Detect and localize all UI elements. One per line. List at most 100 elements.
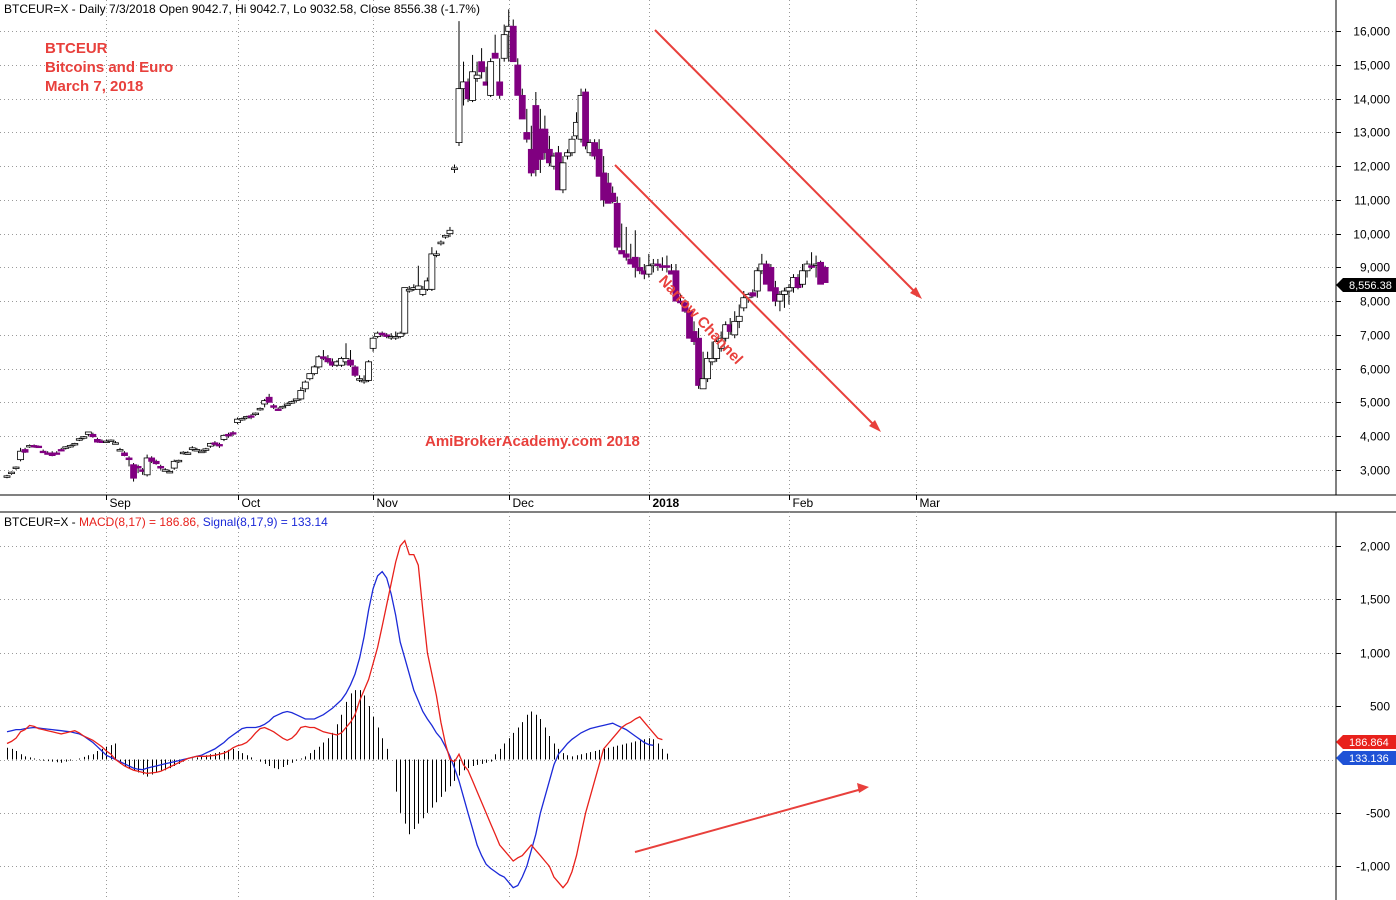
candle-body: [808, 265, 815, 268]
candle-body: [618, 250, 626, 255]
candle-body: [419, 288, 427, 295]
candle-body: [609, 192, 617, 203]
channel-upper-arrowhead: [910, 287, 922, 299]
price-y-tick-label: 3,000: [1360, 464, 1390, 478]
price-y-tick-label: 7,000: [1360, 329, 1390, 343]
candle-body: [130, 464, 137, 479]
candle-body: [53, 452, 61, 455]
macd-y-ticks: -1,000 -500 500 1,000 1,500 2,000: [1336, 540, 1390, 874]
candle-body: [21, 449, 29, 453]
candle-body: [731, 320, 739, 336]
price-panel: 3,000 4,000 5,000 6,000 7,000 8,000 9,000 10,00…: [0, 0, 1396, 510]
price-y-tick-label: 4,000: [1360, 430, 1390, 444]
candle-body: [256, 407, 264, 411]
candle-body: [80, 436, 88, 439]
candle-body: [663, 265, 671, 268]
x-tick-label: Feb: [793, 496, 814, 510]
candle-body: [442, 234, 449, 238]
candle-body: [690, 331, 698, 342]
candle-body: [274, 408, 282, 411]
candle-body: [401, 287, 409, 334]
candle-body: [220, 434, 228, 440]
candle-body: [175, 459, 183, 463]
candle-body: [75, 438, 83, 441]
price-y-tick-label: 15,000: [1353, 59, 1390, 73]
candle-body: [396, 332, 404, 337]
macd-y-tick-label: 1,500: [1360, 593, 1390, 607]
divergence-arrowhead: [857, 783, 869, 793]
candle-body: [125, 457, 133, 461]
macd-header: BTCEUR=X - MACD(8,17) = 186.86, Signal(8…: [4, 515, 328, 529]
macd-histogram: [7, 690, 668, 835]
candle-body: [672, 270, 680, 302]
macd-value-label: 186.864: [1349, 737, 1389, 749]
candle-body: [297, 390, 305, 400]
candle-body: [432, 253, 440, 256]
candle-body: [478, 61, 486, 73]
candle-body: [473, 74, 481, 79]
macd-header-signal: Signal(8,17,9) = 133.14: [203, 515, 328, 529]
x-tick-label: Sep: [110, 496, 132, 510]
candle-body: [767, 266, 775, 292]
macd-y-tick-label: 1,000: [1360, 647, 1390, 661]
candle-body: [170, 460, 178, 469]
x-tick-label: Mar: [920, 496, 941, 510]
candle-body: [378, 332, 386, 336]
candle-body: [197, 450, 205, 454]
price-x-ticks: Sep Oct Nov Dec 2018 Feb Mar: [106, 495, 941, 510]
candle-body: [193, 449, 201, 452]
candle-body: [708, 358, 716, 363]
candle-body: [622, 253, 630, 258]
candle-body: [437, 241, 445, 245]
last-price-tag: [1336, 278, 1396, 292]
candle-body: [306, 373, 314, 380]
candle-body: [315, 356, 323, 368]
candlestick-series: [3, 9, 829, 482]
signal-value-label: 133.136: [1349, 753, 1389, 765]
macd-y-tick-label: -1,000: [1356, 860, 1390, 874]
last-price-label: 8,556.38: [1349, 280, 1392, 292]
candle-body: [12, 466, 20, 469]
candle-body: [265, 396, 273, 403]
candle-body: [188, 447, 196, 450]
candle-body: [351, 366, 359, 376]
x-tick-label: 2018: [653, 496, 680, 510]
candle-body: [564, 152, 571, 157]
price-y-tick-label: 13,000: [1353, 126, 1390, 140]
candle-body: [469, 71, 476, 101]
candle-body: [677, 300, 684, 304]
candle-body: [216, 444, 223, 447]
price-y-tick-label: 9,000: [1360, 261, 1390, 275]
candle-body: [71, 443, 79, 446]
candle-body: [799, 270, 806, 285]
candle-body: [66, 445, 74, 448]
macd-header-prefix: BTCEUR=X -: [4, 515, 79, 529]
candle-body: [392, 336, 400, 339]
candle-body: [428, 253, 436, 290]
candle-body: [157, 465, 165, 469]
candle-body: [39, 450, 47, 454]
candle-body: [487, 61, 495, 96]
candle-body: [636, 266, 644, 272]
candle-body: [161, 469, 169, 472]
macd-value-tag: [1336, 735, 1396, 749]
x-tick-label: Nov: [377, 496, 398, 510]
candle-body: [148, 457, 156, 462]
price-y-tick-label: 10,000: [1353, 228, 1390, 242]
candle-body: [781, 290, 788, 295]
price-y-tick-label: 14,000: [1353, 93, 1390, 107]
candle-body: [681, 302, 689, 312]
candle-body: [292, 398, 300, 402]
x-tick-label: Oct: [242, 496, 261, 510]
candle-body: [740, 297, 748, 309]
candle-body: [776, 293, 784, 302]
macd-y-tick-label: 2,000: [1360, 540, 1390, 554]
candle-body: [279, 405, 287, 409]
candle-body: [496, 81, 504, 96]
candle-body: [347, 359, 354, 366]
candle-body: [735, 315, 743, 322]
candle-body: [518, 94, 526, 120]
macd-line: [6, 539, 663, 889]
x-tick-label: Dec: [513, 496, 534, 510]
